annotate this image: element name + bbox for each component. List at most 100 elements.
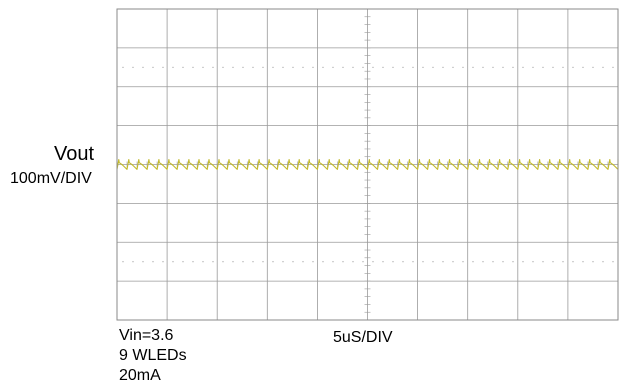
grid-dot xyxy=(122,261,124,263)
grid-dot xyxy=(292,66,294,68)
grid-dot xyxy=(302,261,304,263)
grid-dot xyxy=(612,261,614,263)
grid-dot xyxy=(512,261,514,263)
grid-dot xyxy=(582,261,584,263)
grid-dot xyxy=(542,66,544,68)
grid-dot xyxy=(382,261,384,263)
grid-dot xyxy=(462,261,464,263)
grid-dot xyxy=(232,66,234,68)
grid-dot xyxy=(282,261,284,263)
grid-dot xyxy=(412,66,414,68)
grid-dot xyxy=(222,261,224,263)
grid-dot xyxy=(162,66,164,68)
grid-dot xyxy=(322,66,324,68)
grid-dot xyxy=(242,261,244,263)
grid-dot xyxy=(262,66,264,68)
grid-dot xyxy=(342,66,344,68)
grid-dot xyxy=(432,66,434,68)
grid-dot xyxy=(502,66,504,68)
grid-dot xyxy=(392,261,394,263)
grid-dot xyxy=(472,66,474,68)
grid-dot xyxy=(142,261,144,263)
grid-dot xyxy=(172,261,174,263)
condition-vin: Vin=3.6 xyxy=(119,327,174,344)
grid-dot xyxy=(522,66,524,68)
graticule xyxy=(116,8,619,321)
grid-dot xyxy=(562,261,564,263)
grid-dot xyxy=(252,66,254,68)
grid-dot xyxy=(342,261,344,263)
grid-dot xyxy=(142,66,144,68)
grid-dot xyxy=(442,261,444,263)
grid-dot xyxy=(212,66,214,68)
grid-dot xyxy=(452,261,454,263)
grid-dot xyxy=(422,66,424,68)
grid-dot xyxy=(222,66,224,68)
grid-dot xyxy=(462,66,464,68)
grid-dot xyxy=(202,66,204,68)
grid-dot xyxy=(562,66,564,68)
grid-dot xyxy=(152,261,154,263)
grid-dot xyxy=(432,261,434,263)
grid-dot xyxy=(532,66,534,68)
grid-dot xyxy=(242,66,244,68)
grid-dot xyxy=(352,66,354,68)
grid-dot xyxy=(482,261,484,263)
grid-dot xyxy=(262,261,264,263)
grid-dot xyxy=(482,66,484,68)
grid-dot xyxy=(282,66,284,68)
grid-dot xyxy=(592,66,594,68)
grid-dot xyxy=(512,66,514,68)
grid-dot xyxy=(602,66,604,68)
grid-dot xyxy=(182,261,184,263)
grid-dot xyxy=(192,261,194,263)
grid-dot xyxy=(532,261,534,263)
grid-dot xyxy=(492,66,494,68)
grid-dot xyxy=(382,66,384,68)
grid-dot xyxy=(552,66,554,68)
channel-name-label: Vout xyxy=(54,143,95,165)
grid-dot xyxy=(572,261,574,263)
grid-dot xyxy=(132,261,134,263)
grid-dot xyxy=(612,66,614,68)
condition-leds: 9 WLEDs xyxy=(119,347,187,364)
grid-dot xyxy=(122,66,124,68)
grid-dot xyxy=(392,66,394,68)
grid-dot xyxy=(422,261,424,263)
grid-dot xyxy=(522,261,524,263)
grid-dot xyxy=(442,66,444,68)
grid-dot xyxy=(132,66,134,68)
grid-dot xyxy=(402,66,404,68)
grid-dot xyxy=(402,261,404,263)
grid-dot xyxy=(362,261,364,263)
grid-dot xyxy=(272,261,274,263)
grid-dot xyxy=(182,66,184,68)
grid-dot xyxy=(552,261,554,263)
grid-dot xyxy=(272,66,274,68)
grid-dot xyxy=(492,261,494,263)
grid-dot xyxy=(372,261,374,263)
grid-dot xyxy=(592,261,594,263)
channel-scale-label: 100mV/DIV xyxy=(10,170,92,187)
grid-dot xyxy=(332,261,334,263)
condition-current: 20mA xyxy=(119,367,161,384)
grid-dot xyxy=(162,261,164,263)
grid-dot xyxy=(412,261,414,263)
grid-dot xyxy=(572,66,574,68)
grid-dot xyxy=(332,66,334,68)
grid-dot xyxy=(192,66,194,68)
timebase-label: 5uS/DIV xyxy=(333,329,393,346)
grid-dot xyxy=(172,66,174,68)
vout-trace xyxy=(116,159,619,170)
grid-dot xyxy=(452,66,454,68)
grid-dot xyxy=(352,261,354,263)
grid-dot xyxy=(322,261,324,263)
grid-dot xyxy=(602,261,604,263)
grid-dot xyxy=(582,66,584,68)
grid-dot xyxy=(232,261,234,263)
grid-dot xyxy=(312,261,314,263)
grid-dot xyxy=(292,261,294,263)
grid-dot xyxy=(202,261,204,263)
grid-dot xyxy=(312,66,314,68)
